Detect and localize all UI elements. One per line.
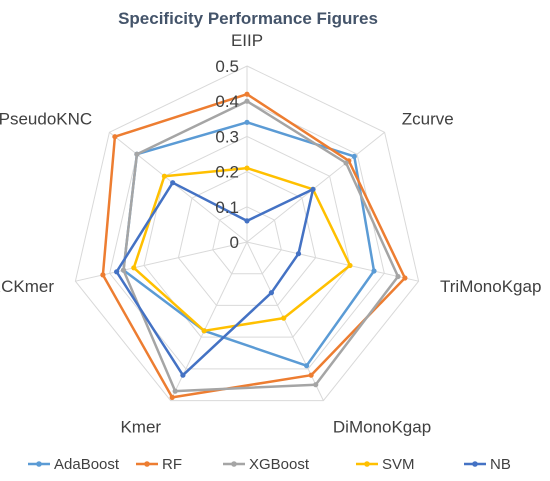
data-point bbox=[120, 267, 127, 273]
grid-ring bbox=[177, 171, 317, 306]
data-point bbox=[371, 268, 377, 274]
axis-label: Kmer bbox=[120, 417, 161, 436]
data-point bbox=[343, 160, 349, 166]
legend-item-svm: SVM bbox=[356, 456, 415, 473]
data-point bbox=[351, 153, 357, 159]
legend: AdaBoost RF XGBoost SVM NB bbox=[28, 456, 511, 473]
legend-label: AdaBoost bbox=[54, 456, 120, 473]
data-point bbox=[395, 273, 401, 280]
legend-marker bbox=[364, 461, 370, 467]
tick-label: 0.2 bbox=[215, 163, 239, 182]
axis-label: PseudoKNC bbox=[0, 110, 92, 129]
series-xgboost bbox=[120, 98, 401, 394]
axis-labels: EIIP Zcurve TriMonoKgap DiMonoKgap Kmer RCKme… bbox=[0, 31, 541, 436]
series-svm bbox=[131, 165, 353, 334]
series-rf bbox=[100, 91, 408, 400]
legend-marker bbox=[472, 461, 478, 467]
data-point bbox=[304, 363, 310, 369]
data-point bbox=[114, 269, 120, 275]
legend-item-rf: RF bbox=[136, 456, 182, 473]
data-point bbox=[100, 272, 106, 278]
data-point bbox=[172, 388, 178, 394]
grid-spoke bbox=[246, 131, 385, 243]
series-nb bbox=[114, 180, 316, 378]
data-point bbox=[134, 151, 140, 157]
data-point bbox=[244, 98, 250, 104]
data-point bbox=[112, 134, 118, 140]
data-point bbox=[310, 186, 316, 192]
data-point bbox=[131, 265, 137, 271]
legend-item-adaboost: AdaBoost bbox=[28, 456, 120, 473]
series-line bbox=[115, 181, 315, 377]
legend-item-nb: NB bbox=[464, 456, 511, 473]
data-point bbox=[244, 165, 250, 171]
legend-marker bbox=[231, 461, 237, 467]
data-point bbox=[308, 372, 314, 378]
data-point bbox=[268, 290, 274, 296]
data-point bbox=[244, 119, 250, 125]
axis-label: DiMonoKgap bbox=[333, 417, 431, 436]
tick-label: 0.3 bbox=[215, 127, 239, 146]
data-point bbox=[313, 382, 319, 388]
series-line bbox=[101, 92, 407, 399]
chart-title: Specificity Performance Figures bbox=[118, 9, 378, 28]
data-point bbox=[295, 251, 302, 257]
series-line bbox=[122, 99, 400, 393]
legend-label: NB bbox=[490, 456, 511, 473]
legend-marker bbox=[36, 461, 42, 467]
legend-item-xgboost: XGBoost bbox=[223, 456, 310, 473]
data-point bbox=[244, 91, 250, 97]
data-point bbox=[170, 180, 176, 186]
legend-label: RF bbox=[162, 456, 182, 473]
grid-spoke bbox=[109, 131, 248, 243]
data-point bbox=[281, 315, 287, 321]
grid-ring bbox=[143, 135, 351, 338]
tick-label: 0 bbox=[230, 233, 239, 252]
legend-label: XGBoost bbox=[249, 456, 310, 473]
legend-marker bbox=[144, 461, 150, 467]
series-line bbox=[132, 166, 352, 333]
data-point bbox=[402, 275, 408, 281]
axis-label: TriMonoKgap bbox=[440, 277, 541, 296]
axis-label: RCKmer bbox=[0, 277, 54, 296]
grid-ring bbox=[212, 206, 282, 275]
series-layer bbox=[100, 91, 408, 400]
tick-labels: 0 0.1 0.2 0.3 0.4 0.5 bbox=[215, 57, 239, 252]
tick-label: 0.4 bbox=[215, 92, 239, 111]
axis-label: EIIP bbox=[231, 31, 263, 50]
grid-ring bbox=[109, 100, 385, 370]
grid-ring bbox=[74, 65, 420, 402]
legend-label: SVM bbox=[382, 456, 415, 473]
data-point bbox=[180, 372, 186, 378]
data-point bbox=[347, 262, 353, 269]
data-point bbox=[244, 218, 250, 224]
tick-label: 0.5 bbox=[215, 57, 239, 76]
data-point bbox=[169, 394, 175, 400]
axis-label: Zcurve bbox=[402, 110, 454, 129]
tick-label: 0.1 bbox=[215, 198, 239, 217]
grid-spoke bbox=[246, 241, 419, 282]
data-point bbox=[201, 328, 207, 334]
series-line bbox=[122, 121, 376, 367]
data-point bbox=[161, 173, 167, 179]
